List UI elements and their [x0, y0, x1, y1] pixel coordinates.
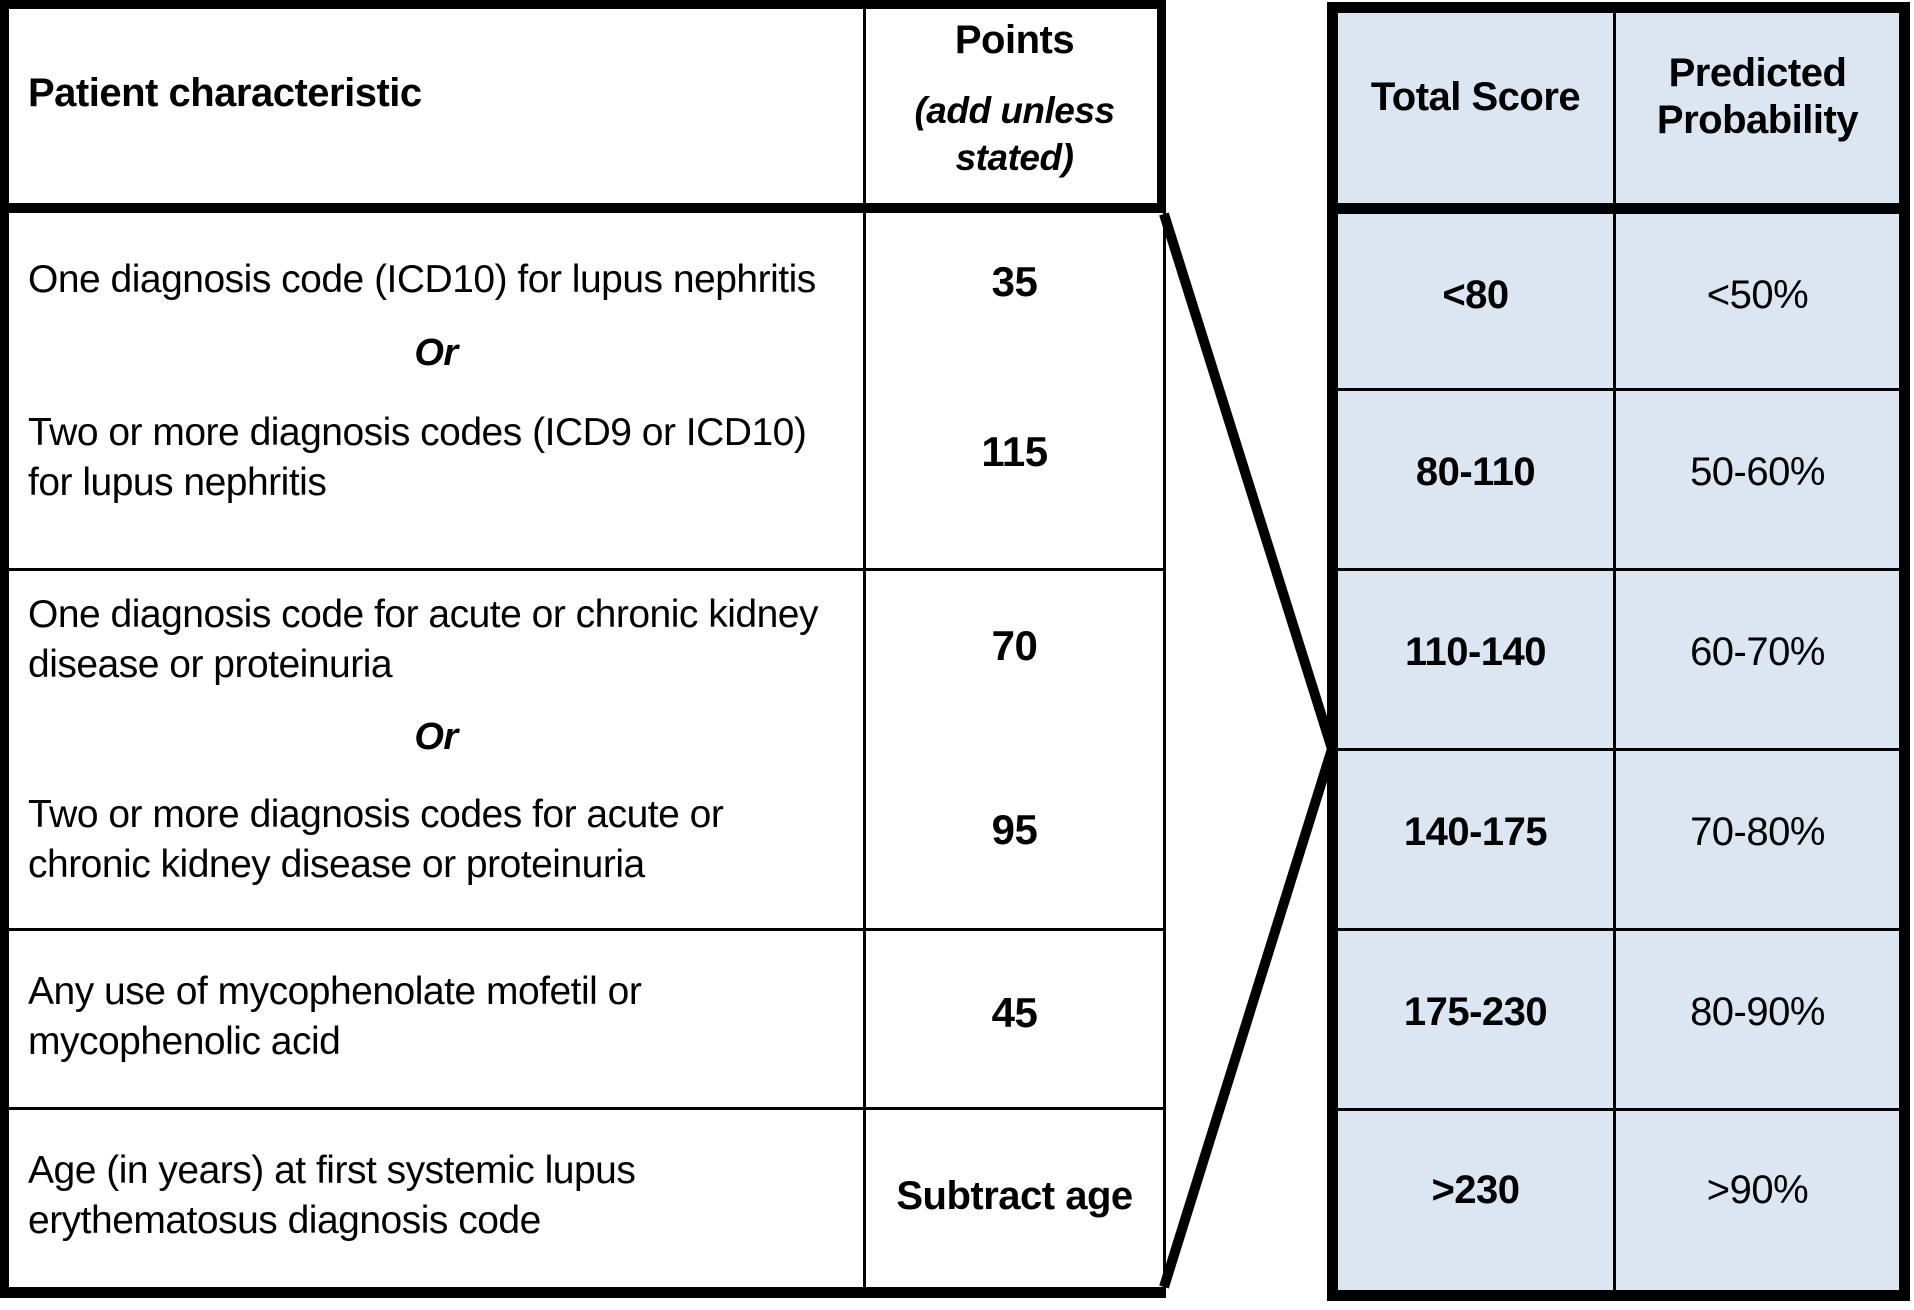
- left-table-row-divider-1: [9, 568, 1163, 571]
- right-table-header-score: Total Score: [1370, 75, 1581, 119]
- right-table-row-divider-2: [1338, 568, 1899, 571]
- row3-line2: mycophenolic acid: [28, 1020, 341, 1063]
- right-table-header-bottom-border: [1327, 203, 1910, 214]
- row3-text: Any use of mycophenolate mofetil or myco…: [28, 967, 642, 1067]
- probability-row-4: 70-80%: [1690, 810, 1825, 854]
- row1-or-label: Or: [414, 332, 458, 374]
- row3-points: 45: [991, 989, 1038, 1036]
- probability-row-5: 80-90%: [1690, 990, 1825, 1034]
- right-table-row-divider-5: [1338, 1108, 1899, 1111]
- row1-item1-points: 35: [991, 258, 1038, 305]
- left-table-header-col1: Patient characteristic: [28, 71, 422, 115]
- row2-item1-text: One diagnosis code for acute or chronic …: [28, 590, 818, 690]
- score-row-5: 175-230: [1403, 990, 1548, 1034]
- left-table-bottom-border: [0, 1287, 1166, 1298]
- right-table-row-divider-3: [1338, 748, 1899, 751]
- points-subtitle-line-1: (add unless: [914, 90, 1115, 131]
- row1-item1-text: One diagnosis code (ICD10) for lupus nep…: [28, 258, 816, 301]
- row4-points: Subtract age: [896, 1174, 1133, 1218]
- row2-item2-line1: Two or more diagnosis codes for acute or: [28, 793, 724, 836]
- left-table-column-divider: [863, 9, 866, 1287]
- funnel-bottom-line: [1159, 747, 1337, 1289]
- points-subtitle-line-2: stated): [955, 137, 1074, 178]
- row3-line1: Any use of mycophenolate mofetil or: [28, 970, 642, 1013]
- left-table-header-bottom-border: [0, 203, 1166, 213]
- probability-row-6: >90%: [1706, 1168, 1809, 1212]
- score-row-6: >230: [1431, 1168, 1520, 1212]
- row1-item2-line1: Two or more diagnosis codes (ICD9 or ICD…: [28, 411, 807, 454]
- row2-or-label: Or: [414, 716, 458, 758]
- row2-item1-line1: One diagnosis code for acute or chronic …: [28, 593, 818, 636]
- row1-item2-line2: for lupus nephritis: [28, 461, 327, 504]
- left-table-header-right-border: [1157, 0, 1166, 213]
- right-table-row-divider-4: [1338, 928, 1899, 931]
- right-table: [1327, 2, 1910, 1301]
- probability-row-3: 60-70%: [1690, 630, 1825, 674]
- score-row-1: <80: [1442, 273, 1509, 317]
- row2-item1-line2: disease or proteinuria: [28, 643, 393, 686]
- left-table-row-divider-3: [9, 1107, 1163, 1110]
- row1-item2-text: Two or more diagnosis codes (ICD9 or ICD…: [28, 408, 807, 508]
- row4-line1: Age (in years) at first systemic lupus: [28, 1149, 636, 1192]
- left-table-right-border: [1163, 0, 1166, 1287]
- right-table-header-probability: Predicted Probability: [1616, 50, 1899, 144]
- left-table-header-col2-title: Points: [954, 18, 1075, 62]
- probability-row-1: <50%: [1706, 273, 1809, 317]
- row2-item1-points: 70: [991, 622, 1038, 669]
- row2-item2-text: Two or more diagnosis codes for acute or…: [28, 790, 724, 890]
- left-table-top-border: [0, 0, 1166, 9]
- row4-text: Age (in years) at first systemic lupus e…: [28, 1146, 636, 1246]
- right-table-row-divider-1: [1338, 388, 1899, 391]
- row4-line2: erythematosus diagnosis code: [28, 1199, 541, 1242]
- score-row-2: 80-110: [1415, 450, 1536, 494]
- left-table-row-divider-2: [9, 928, 1163, 931]
- left-table-header-col2-subtitle: (add unless stated): [866, 87, 1163, 181]
- probability-header-line1: Predicted: [1668, 51, 1847, 95]
- right-table-column-divider: [1613, 13, 1616, 1290]
- probability-row-2: 50-60%: [1690, 450, 1825, 494]
- score-row-4: 140-175: [1403, 810, 1548, 854]
- row2-item2-line2: chronic kidney disease or proteinuria: [28, 843, 645, 886]
- score-row-3: 110-140: [1404, 630, 1547, 674]
- row2-item2-points: 95: [991, 806, 1038, 853]
- row1-item2-points: 115: [981, 428, 1048, 475]
- funnel-top-line: [1159, 212, 1337, 751]
- left-table-left-border: [0, 0, 9, 1298]
- probability-header-line2: Probability: [1656, 98, 1859, 142]
